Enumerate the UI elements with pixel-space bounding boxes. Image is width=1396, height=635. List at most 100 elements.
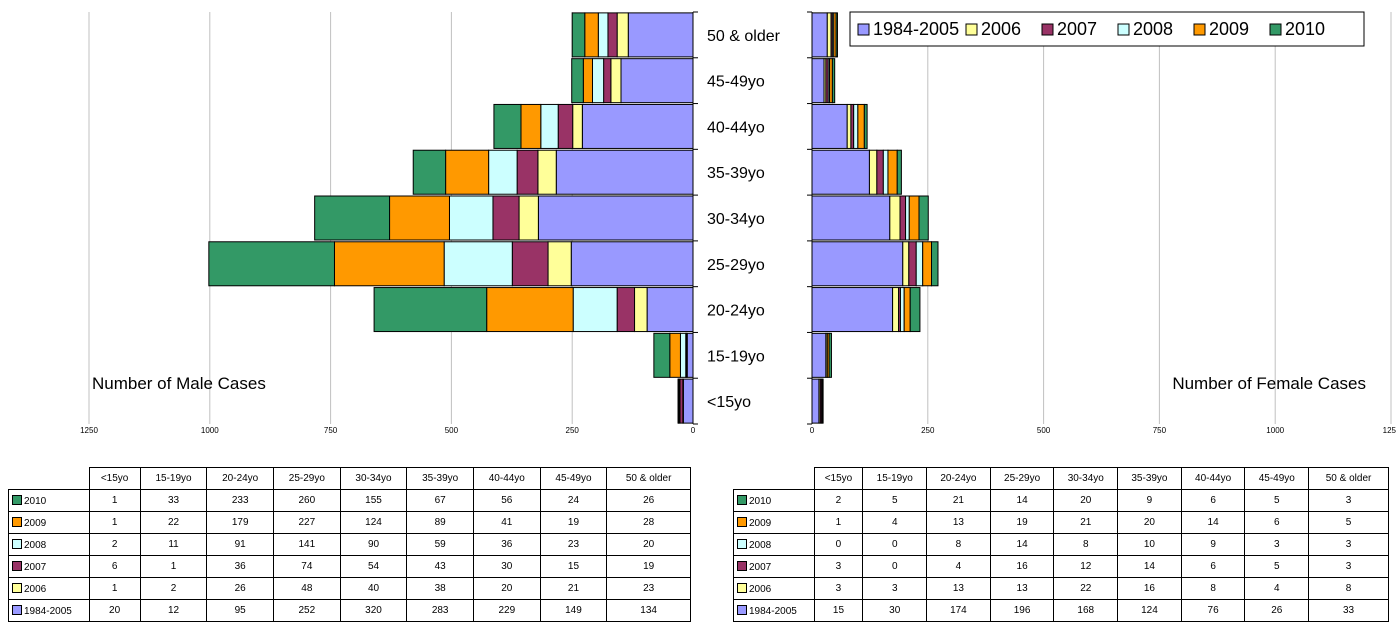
row-label-text: 2009 (24, 517, 47, 529)
female-table-header: 40-44yo (1180, 467, 1246, 490)
female-table-cell: 1 (813, 511, 864, 534)
female-bar-segment (905, 195, 910, 241)
row-label-text: 2008 (749, 539, 772, 551)
male-bar-segment (597, 12, 609, 58)
female-bar-segment (889, 195, 901, 241)
female-table-cell: 3 (813, 577, 864, 600)
male-bar-segment (547, 241, 572, 287)
male-table-cell: 89 (406, 511, 474, 534)
male-bar-segment (610, 58, 622, 104)
female-table-row-label: 2010 (733, 489, 815, 512)
male-data-table: <15yo 15-19yo 20-24yo 25-29yo 30-34yo 35-39yo… (8, 467, 691, 622)
male-table-cell: 22 (139, 511, 208, 534)
row-label-text: 2006 (749, 583, 772, 595)
male-bar-segment (389, 195, 450, 241)
legend-swatch (965, 23, 978, 36)
female-table-cell: 5 (1244, 489, 1310, 512)
female-bar-segment (811, 103, 848, 149)
male-table-cell: 23 (539, 533, 608, 556)
legend-swatch-icon (12, 604, 22, 615)
female-bar-segment (922, 241, 933, 287)
legend-label: 2009 (1209, 19, 1249, 39)
male-bar-segment (584, 12, 599, 58)
male-bar-segment (653, 332, 671, 378)
male-panel-label: Number of Male Cases (92, 374, 266, 393)
male-table-cell: 149 (539, 599, 608, 622)
male-bar-segment (537, 195, 694, 241)
male-bar-segment (582, 58, 593, 104)
female-table-cell: 6 (1180, 489, 1246, 512)
table-row: 2009 1 4 13 19 21 20 14 6 5 (733, 511, 1389, 534)
female-bar-segment (846, 103, 852, 149)
female-table-cell: 9 (1117, 489, 1182, 512)
male-table-header: 20-24yo (206, 467, 275, 490)
female-table-cell: 5 (862, 489, 928, 512)
row-label-text: 1984-2005 (749, 605, 797, 617)
female-table-cell: 5 (1244, 555, 1310, 578)
male-bar-segment (616, 12, 629, 58)
male-table-cell: 179 (206, 511, 275, 534)
female-table-cell: 3 (813, 555, 864, 578)
female-table-cell: 9 (1180, 533, 1246, 556)
table-row: 2009 1 22 179 227 124 89 41 19 28 (8, 511, 691, 534)
male-table-cell: 26 (206, 577, 275, 600)
male-table-cell: 33 (139, 489, 208, 512)
female-table-header: 50 & older (1308, 467, 1389, 490)
female-bar-segment (903, 287, 911, 333)
male-bar-segment (492, 195, 520, 241)
female-bar-segment (821, 378, 824, 424)
female-bar-segment (908, 241, 917, 287)
table-row: 2008 0 0 8 14 8 10 9 3 3 (733, 533, 1389, 556)
female-bar-segment (811, 332, 827, 378)
female-x-tick-label: 250 (921, 426, 935, 435)
male-bar-segment (581, 103, 694, 149)
female-bar-segment (909, 287, 921, 333)
male-x-tick-label: 500 (445, 426, 459, 435)
male-bar-segment (516, 149, 539, 195)
legend-swatch-icon (12, 494, 22, 505)
male-table-cell: 36 (472, 533, 541, 556)
female-table-cell: 4 (862, 511, 928, 534)
male-x-tick-label: 750 (324, 426, 338, 435)
male-bar-segment (571, 58, 584, 104)
female-table-cell: 168 (1053, 599, 1119, 622)
female-table-header: 25-29yo (989, 467, 1055, 490)
male-bar-segment (488, 149, 518, 195)
male-bar-segment (607, 12, 618, 58)
male-table-cell: 320 (339, 599, 408, 622)
legend-swatch (1041, 23, 1054, 36)
male-x-tick-label: 0 (691, 426, 696, 435)
female-bar-segment (882, 149, 889, 195)
female-x-tick-label: 1000 (1266, 426, 1284, 435)
male-bar-segment (616, 287, 636, 333)
male-table-cell: 28 (606, 511, 691, 534)
female-bar-segment (902, 241, 910, 287)
male-table-cell: 21 (539, 577, 608, 600)
legend-label: 2010 (1285, 19, 1325, 39)
male-table-cell: 36 (206, 555, 275, 578)
male-table-cell: 229 (472, 599, 541, 622)
male-bar-segment (511, 241, 549, 287)
male-table-row-label: 2008 (8, 533, 90, 556)
male-table-header: 30-34yo (339, 467, 408, 490)
male-table-header: 40-44yo (472, 467, 541, 490)
female-bar-segment (811, 287, 894, 333)
male-bar-segment (571, 12, 586, 58)
table-row: 2006 3 3 13 13 22 16 8 4 8 (733, 577, 1389, 600)
female-bar-segment (811, 58, 825, 104)
legend-swatch-icon (737, 560, 747, 571)
male-table-cell: 6 (88, 555, 141, 578)
female-table-row-label: 2009 (733, 511, 815, 534)
male-bar-segment (333, 241, 445, 287)
row-label-text: 2010 (24, 495, 47, 507)
male-table-cell: 155 (339, 489, 408, 512)
female-bar-segment (899, 287, 905, 333)
female-table-cell: 30 (862, 599, 928, 622)
female-table-cell: 21 (926, 489, 991, 512)
male-table-cell: 1 (88, 489, 141, 512)
male-table-cell: 1 (139, 555, 208, 578)
male-x-tick-label: 250 (566, 426, 580, 435)
female-table-cell: 21 (1053, 511, 1119, 534)
female-bar-segment (868, 149, 878, 195)
female-table-corner (733, 467, 815, 490)
